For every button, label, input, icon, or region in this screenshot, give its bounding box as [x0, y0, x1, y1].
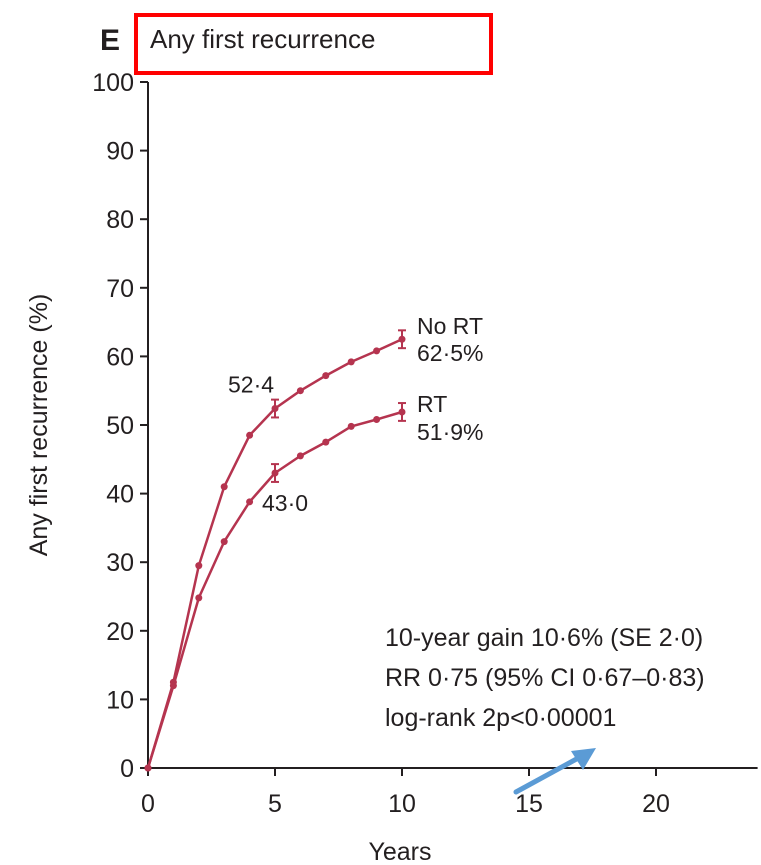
data-label: 52·4 — [228, 372, 274, 398]
data-point-rt — [246, 498, 254, 506]
data-point-rt — [144, 764, 152, 772]
y-tick-label: 90 — [106, 138, 134, 166]
y-axis: 0 10 20 30 40 50 60 70 80 90 100 — [92, 69, 149, 783]
data-point-no-rt — [347, 358, 355, 366]
data-point-rt — [322, 438, 330, 446]
annotation-rr: RR 0·75 (95% CI 0·67–0·83) — [385, 664, 705, 692]
y-axis-title: Any first recurrence (%) — [25, 294, 53, 557]
data-point-rt — [220, 538, 228, 546]
data-point-rt — [347, 422, 355, 430]
data-point-rt — [169, 682, 177, 690]
series-group — [144, 329, 406, 772]
x-axis: 0 5 10 15 20 — [141, 767, 758, 818]
data-labels-group: 52·4 43·0 — [228, 372, 308, 516]
x-tick-label: 10 — [388, 790, 416, 818]
y-tick-label: 10 — [106, 686, 134, 714]
x-axis-title: Years — [368, 838, 431, 865]
data-point-no-rt — [322, 372, 330, 380]
y-tick-label: 20 — [106, 618, 134, 646]
pointer-arrow-icon — [513, 748, 596, 795]
data-label: 43·0 — [262, 490, 308, 516]
data-point-no-rt — [296, 387, 304, 395]
series-end-value-no-rt: 62·5% — [417, 340, 483, 366]
y-tick-label: 70 — [106, 275, 134, 303]
title-highlight-box — [134, 13, 493, 75]
data-point-no-rt — [195, 562, 203, 570]
data-point-rt — [373, 416, 381, 424]
y-tick-label: 0 — [120, 755, 134, 783]
data-point-no-rt — [246, 431, 254, 439]
y-tick-label: 80 — [106, 206, 134, 234]
y-tick-label: 40 — [106, 481, 134, 509]
annotation-gain: 10-year gain 10·6% (SE 2·0) — [385, 624, 703, 652]
data-point-rt — [195, 594, 203, 602]
x-tick-label: 0 — [141, 790, 155, 818]
series-label-rt: RT — [417, 391, 447, 417]
data-point-no-rt — [373, 347, 381, 355]
x-tick-label: 15 — [515, 790, 543, 818]
annotation-logrank: log-rank 2p<0·00001 — [385, 704, 616, 732]
series-end-value-rt: 51·9% — [417, 419, 483, 445]
chart-title: Any first recurrence — [150, 24, 375, 54]
data-point-no-rt — [220, 483, 228, 491]
x-tick-label: 5 — [268, 790, 282, 818]
y-tick-label: 60 — [106, 343, 134, 371]
x-tick-label: 20 — [642, 790, 670, 818]
series-label-no-rt: No RT — [417, 313, 483, 339]
y-tick-label: 50 — [106, 412, 134, 440]
panel-letter: E — [100, 24, 120, 57]
y-tick-label: 30 — [106, 549, 134, 577]
y-tick-label: 100 — [92, 69, 134, 97]
data-point-rt — [296, 452, 304, 460]
